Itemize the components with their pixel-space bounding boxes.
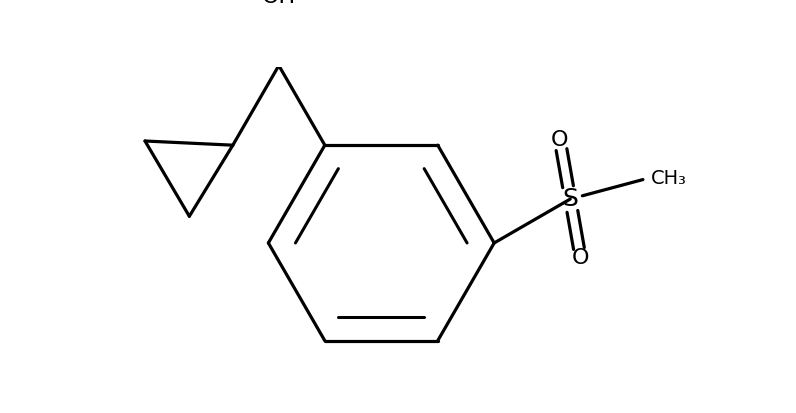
Text: S: S <box>562 187 578 211</box>
Text: OH: OH <box>262 0 296 7</box>
Text: O: O <box>572 248 589 268</box>
Text: CH₃: CH₃ <box>651 169 687 188</box>
Text: O: O <box>551 130 568 150</box>
